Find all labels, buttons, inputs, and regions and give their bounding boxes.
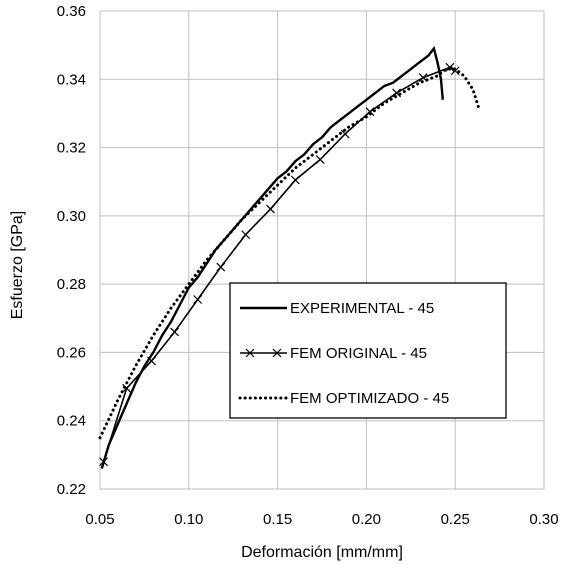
y-tick-label: 0.26 — [57, 344, 86, 361]
series-line — [100, 45, 444, 469]
y-tick-label: 0.22 — [57, 481, 86, 498]
x-tick-label: 0.20 — [352, 511, 381, 528]
series-point-marker — [392, 88, 402, 98]
series-point-marker — [216, 262, 226, 272]
series-point-marker — [266, 204, 275, 214]
series-point-marker — [241, 230, 251, 240]
series-point-marker — [147, 356, 156, 366]
y-tick-label: 0.36 — [57, 3, 86, 20]
series-2 — [99, 62, 460, 467]
legend-item: FEM OPTIMIZADO - 45 — [238, 390, 449, 407]
x-tick-label: 0.10 — [174, 511, 203, 528]
series-3 — [98, 67, 480, 440]
legend-item: FEM ORIGINAL - 45 — [240, 345, 427, 362]
legend-box — [229, 282, 507, 419]
series-point-marker — [340, 129, 350, 139]
series-point-marker — [193, 295, 203, 304]
series-point-marker — [365, 107, 375, 117]
x-tick-label: 0.30 — [529, 511, 558, 528]
legend-marker — [245, 348, 255, 358]
y-tick-labels: 0.22 0.24 0.26 0.28 0.30 0.32 0.34 0.36 — [57, 3, 86, 498]
plot-frame — [99, 10, 545, 490]
legend: EXPERIMENTAL - 45 FEM ORIGINAL - 45 FEM OP… — [229, 282, 507, 419]
series-layer — [98, 45, 480, 469]
x-tick-label: 0.05 — [85, 511, 114, 528]
legend-label: FEM OPTIMIZADO - 45 — [290, 390, 449, 407]
series-point-marker — [450, 66, 460, 76]
series-line — [102, 66, 456, 462]
legend-marker — [272, 348, 282, 358]
series-point-marker — [290, 175, 300, 185]
legend-item: EXPERIMENTAL - 45 — [240, 300, 434, 317]
legend-items: EXPERIMENTAL - 45 FEM ORIGINAL - 45 FEM OP… — [238, 300, 449, 407]
x-tick-label: 0.15 — [263, 511, 292, 528]
y-axis-label: Esfuerzo [GPa] — [9, 211, 26, 320]
y-tick-label: 0.30 — [57, 208, 86, 225]
series-line — [98, 67, 480, 440]
y-tick-label: 0.32 — [57, 140, 86, 157]
y-tick-label: 0.28 — [57, 276, 86, 293]
series-point-marker — [315, 155, 325, 164]
x-tick-labels: 0.05 0.10 0.15 0.20 0.25 0.30 — [85, 511, 558, 528]
series-point-marker — [445, 62, 455, 72]
x-tick-label: 0.25 — [441, 511, 470, 528]
y-tick-label: 0.34 — [57, 71, 86, 88]
y-tick-label: 0.24 — [57, 413, 86, 430]
x-axis-label: Deformación [mm/mm] — [241, 544, 403, 561]
legend-label: FEM ORIGINAL - 45 — [290, 345, 427, 362]
legend-label: EXPERIMENTAL - 45 — [290, 300, 434, 317]
series-point-marker — [170, 327, 180, 337]
series-point-marker — [99, 457, 108, 467]
series-1 — [100, 45, 444, 469]
series-point-marker — [122, 383, 132, 393]
